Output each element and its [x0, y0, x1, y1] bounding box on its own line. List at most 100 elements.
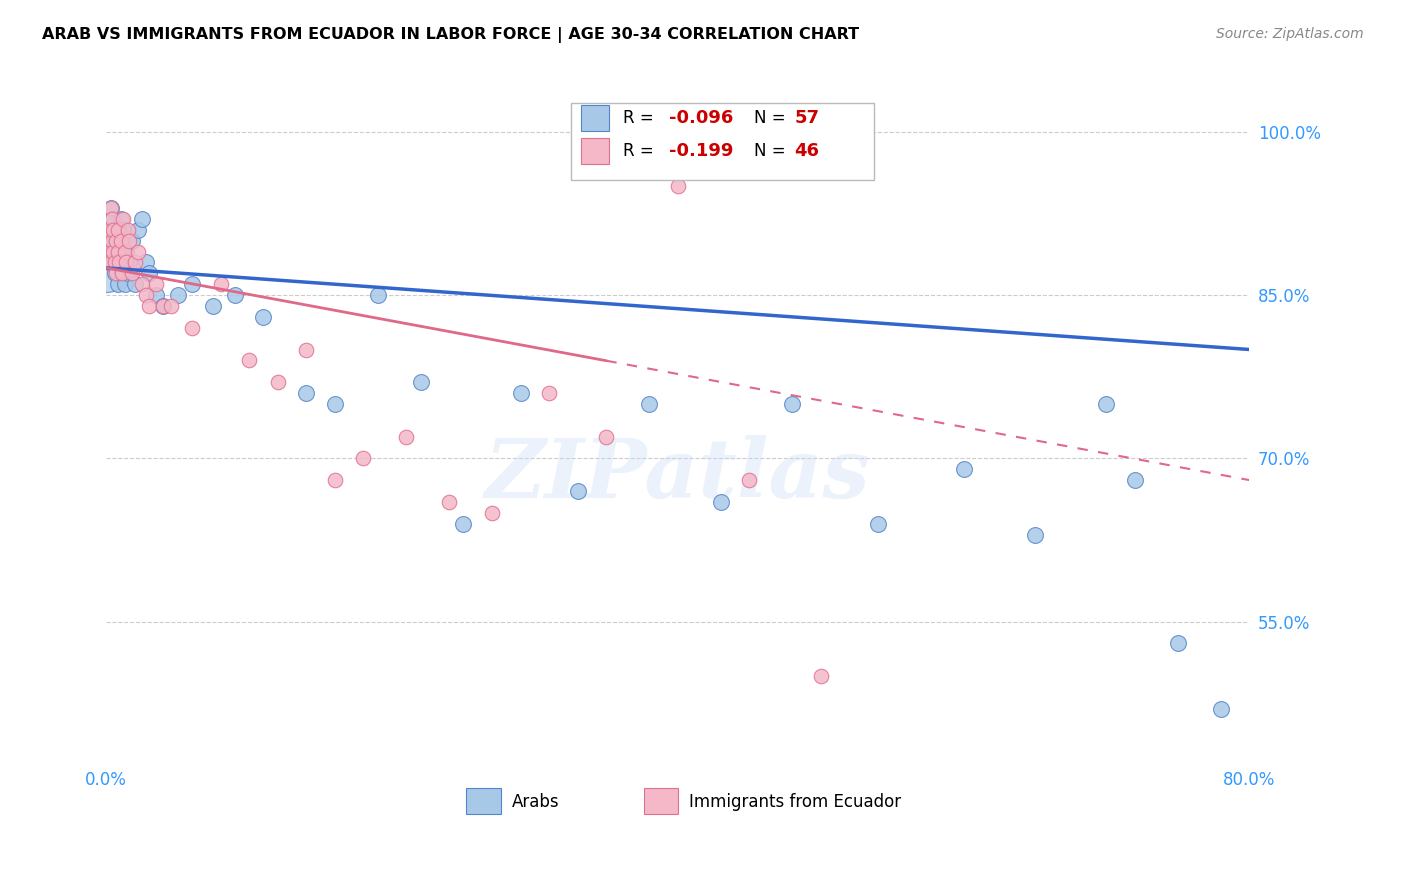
- Point: [209, 277, 232, 292]
- Point: [323, 473, 346, 487]
- Point: [152, 299, 174, 313]
- Point: [595, 429, 617, 443]
- Point: [135, 255, 157, 269]
- Point: [181, 320, 204, 334]
- Point: [538, 386, 561, 401]
- Point: [98, 223, 121, 237]
- Point: [409, 375, 432, 389]
- Point: [118, 234, 141, 248]
- Point: [96, 260, 118, 275]
- Point: [110, 211, 132, 226]
- Point: [98, 223, 121, 237]
- Text: R =: R =: [623, 109, 659, 127]
- Point: [352, 451, 374, 466]
- Point: [105, 255, 128, 269]
- Point: [115, 255, 138, 269]
- Point: [810, 669, 832, 683]
- Point: [112, 255, 135, 269]
- Point: [110, 244, 132, 259]
- Text: 46: 46: [794, 142, 820, 160]
- Point: [952, 462, 974, 476]
- Point: [138, 299, 160, 313]
- Point: [567, 483, 589, 498]
- Point: [108, 223, 131, 237]
- Point: [166, 288, 188, 302]
- Point: [710, 495, 733, 509]
- Point: [127, 223, 149, 237]
- Point: [101, 255, 124, 269]
- Point: [114, 277, 136, 292]
- Text: R =: R =: [623, 142, 659, 160]
- Point: [152, 299, 174, 313]
- Point: [117, 266, 139, 280]
- Point: [100, 255, 122, 269]
- Point: [509, 386, 531, 401]
- Point: [295, 343, 318, 357]
- Point: [104, 234, 127, 248]
- Point: [145, 288, 167, 302]
- Point: [1167, 636, 1189, 650]
- Point: [111, 266, 134, 280]
- Point: [202, 299, 225, 313]
- Point: [121, 234, 143, 248]
- Point: [738, 473, 761, 487]
- Text: Source: ZipAtlas.com: Source: ZipAtlas.com: [1216, 27, 1364, 41]
- Point: [395, 429, 418, 443]
- Point: [638, 397, 661, 411]
- Point: [115, 244, 138, 259]
- Point: [105, 266, 128, 280]
- Point: [103, 244, 125, 259]
- Bar: [581, 137, 609, 164]
- Point: [97, 255, 120, 269]
- Point: [112, 223, 135, 237]
- Point: [780, 397, 803, 411]
- Point: [1209, 701, 1232, 715]
- Text: 57: 57: [794, 109, 820, 127]
- Point: [100, 234, 122, 248]
- Point: [107, 244, 129, 259]
- Point: [145, 277, 167, 292]
- Point: [108, 255, 131, 269]
- Point: [224, 288, 246, 302]
- Point: [1123, 473, 1146, 487]
- Point: [107, 244, 129, 259]
- Point: [453, 516, 475, 531]
- Text: -0.096: -0.096: [669, 109, 733, 127]
- Point: [124, 277, 146, 292]
- Point: [1095, 397, 1118, 411]
- Point: [367, 288, 389, 302]
- Point: [267, 375, 290, 389]
- Bar: [581, 105, 609, 131]
- Text: N =: N =: [755, 142, 792, 160]
- Point: [159, 299, 181, 313]
- Point: [114, 244, 136, 259]
- Point: [124, 255, 146, 269]
- Text: Immigrants from Ecuador: Immigrants from Ecuador: [689, 793, 901, 811]
- Point: [323, 397, 346, 411]
- Point: [101, 223, 124, 237]
- Point: [111, 266, 134, 280]
- Point: [1024, 527, 1046, 541]
- Point: [98, 255, 121, 269]
- Point: [181, 277, 204, 292]
- Point: [117, 223, 139, 237]
- Point: [866, 516, 889, 531]
- Point: [131, 277, 153, 292]
- Point: [481, 506, 503, 520]
- Point: [121, 266, 143, 280]
- Point: [118, 255, 141, 269]
- Point: [107, 277, 129, 292]
- Point: [101, 211, 124, 226]
- Point: [103, 223, 125, 237]
- Point: [108, 255, 131, 269]
- Point: [666, 179, 689, 194]
- Text: ZIPatlas: ZIPatlas: [485, 435, 870, 515]
- Point: [107, 223, 129, 237]
- Bar: [467, 789, 501, 814]
- Point: [295, 386, 318, 401]
- Point: [100, 201, 122, 215]
- Bar: [644, 789, 678, 814]
- Point: [103, 211, 125, 226]
- Point: [101, 234, 124, 248]
- Point: [97, 244, 120, 259]
